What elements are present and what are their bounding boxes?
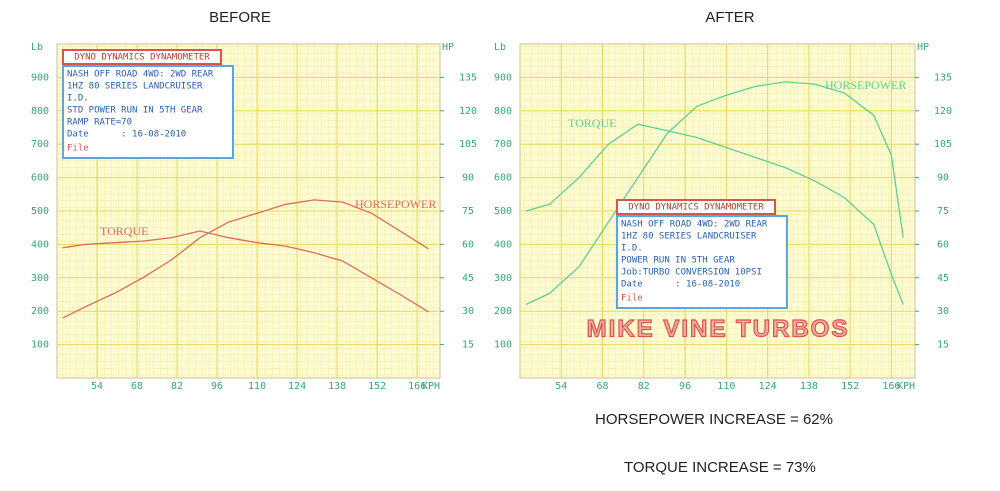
info-line: STD POWER RUN IN 5TH GEAR	[67, 106, 203, 116]
x-tick-label: 82	[638, 381, 650, 392]
x-tick-label: 138	[328, 381, 346, 392]
y-tick-label: 200	[31, 306, 49, 317]
watermark: MIKE VINE TURBOS	[587, 315, 850, 342]
x-tick-label: 82	[171, 381, 183, 392]
y2-tick-label: 75	[462, 206, 474, 217]
x-tick-label: 124	[759, 381, 777, 392]
y-tick-label: 700	[494, 139, 512, 150]
y-tick-label: 800	[494, 106, 512, 117]
x-tick-label: 152	[841, 381, 859, 392]
info-line: POWER RUN IN 5TH GEAR	[621, 256, 735, 266]
info-line: Date : 16-08-2010	[67, 130, 186, 140]
info-box	[62, 65, 234, 159]
y-tick-label: 800	[31, 106, 49, 117]
y-axis-label: Lb	[494, 42, 506, 53]
y2-tick-label: 135	[934, 72, 952, 83]
x-axis-label: KPH	[897, 381, 915, 392]
info-line: I.D.	[67, 94, 89, 104]
x-axis-label: KPH	[422, 381, 440, 392]
y2-tick-label: 135	[459, 72, 477, 83]
info-line: NASH OFF ROAD 4WD: 2WD REAR	[621, 220, 768, 230]
y2-tick-label: 60	[462, 239, 474, 250]
y2-tick-label: 60	[937, 239, 949, 250]
y-tick-label: 400	[31, 239, 49, 250]
y2-tick-label: 75	[937, 206, 949, 217]
info-line: I.D.	[621, 244, 643, 254]
y-tick-label: 700	[31, 139, 49, 150]
info-title: DYNO DYNAMICS DYNAMOMETER	[628, 203, 764, 213]
y2-tick-label: 90	[937, 173, 949, 184]
y-tick-label: 200	[494, 306, 512, 317]
y2-tick-label: 30	[937, 306, 949, 317]
x-tick-label: 68	[597, 381, 609, 392]
footer-text: HORSEPOWER INCREASE = 62%	[595, 411, 833, 428]
series-line	[62, 199, 429, 319]
series-label: TORQUE	[568, 116, 616, 130]
y-tick-label: 100	[31, 340, 49, 351]
info-line: 1HZ 80 SERIES LANDCRUISER	[621, 232, 757, 242]
series-line	[525, 123, 904, 305]
y-tick-label: 300	[31, 273, 49, 284]
y-tick-label: 600	[494, 173, 512, 184]
x-tick-label: 110	[717, 381, 735, 392]
info-line: 1HZ 80 SERIES LANDCRUISER	[67, 82, 203, 92]
series-label: TORQUE	[100, 224, 148, 238]
chart-title: AFTER	[705, 9, 754, 26]
info-file: File	[621, 294, 643, 304]
y2-tick-label: 120	[459, 106, 477, 117]
y2-tick-label: 105	[934, 139, 952, 150]
x-tick-label: 96	[211, 381, 223, 392]
series-label: HORSEPOWER	[355, 197, 436, 211]
y-tick-label: 900	[31, 72, 49, 83]
x-tick-label: 54	[91, 381, 103, 392]
x-tick-label: 68	[131, 381, 143, 392]
y-axis-label: Lb	[31, 42, 43, 53]
x-tick-label: 54	[555, 381, 567, 392]
y2-axis-label: HP	[917, 42, 929, 53]
y-tick-label: 600	[31, 173, 49, 184]
y2-tick-label: 105	[459, 139, 477, 150]
info-box	[616, 215, 788, 309]
info-line: RAMP RATE=70	[67, 118, 132, 128]
info-title: DYNO DYNAMICS DYNAMOMETER	[74, 53, 210, 63]
y2-tick-label: 45	[937, 273, 949, 284]
x-tick-label: 96	[679, 381, 691, 392]
footer-text: TORQUE INCREASE = 73%	[624, 459, 816, 476]
y2-tick-label: 120	[934, 106, 952, 117]
x-tick-label: 152	[368, 381, 386, 392]
y-tick-label: 300	[494, 273, 512, 284]
y2-tick-label: 90	[462, 173, 474, 184]
series-line	[62, 230, 429, 313]
info-file: File	[67, 144, 89, 154]
series-line	[525, 81, 904, 306]
y2-tick-label: 15	[462, 340, 474, 351]
chart-title: BEFORE	[209, 9, 271, 26]
info-line: Job:TURBO CONVERSION 10PSI	[621, 268, 762, 278]
series-label: HORSEPOWER	[825, 78, 906, 92]
y2-axis-label: HP	[442, 42, 454, 53]
y2-tick-label: 30	[462, 306, 474, 317]
info-line: Date : 16-08-2010	[621, 280, 740, 290]
y-tick-label: 400	[494, 239, 512, 250]
y2-tick-label: 15	[937, 340, 949, 351]
x-tick-label: 110	[248, 381, 266, 392]
y-tick-label: 900	[494, 72, 512, 83]
y-tick-label: 500	[31, 206, 49, 217]
info-line: NASH OFF ROAD 4WD: 2WD REAR	[67, 70, 214, 80]
x-tick-label: 166	[882, 381, 900, 392]
y-tick-label: 100	[494, 340, 512, 351]
x-tick-label: 124	[288, 381, 306, 392]
x-tick-label: 166	[408, 381, 426, 392]
info-title-box	[62, 49, 222, 65]
y2-tick-label: 45	[462, 273, 474, 284]
x-tick-label: 138	[800, 381, 818, 392]
info-title-box	[616, 199, 776, 215]
y-tick-label: 500	[494, 206, 512, 217]
